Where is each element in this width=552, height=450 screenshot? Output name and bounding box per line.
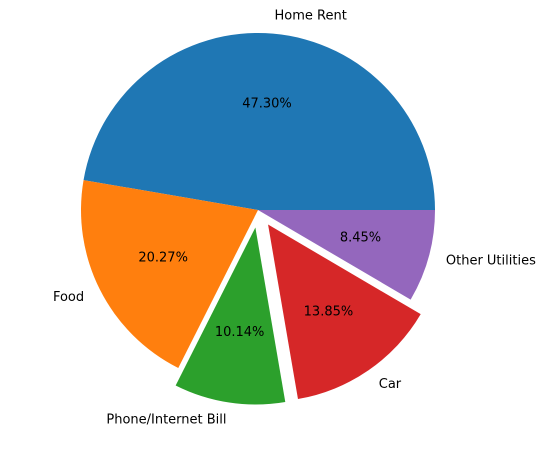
pie-percent-phone-internet-bill: 10.14%: [215, 325, 265, 340]
pie-label-home-rent: Home Rent: [275, 9, 347, 24]
pie-slice-home-rent: [84, 33, 435, 210]
pie-label-other-utilities: Other Utilities: [446, 254, 536, 269]
pie-percent-car: 13.85%: [304, 304, 354, 319]
pie-percent-home-rent: 47.30%: [242, 97, 292, 112]
pie-percent-other-utilities: 8.45%: [340, 230, 381, 245]
pie-slices: [81, 33, 435, 405]
pie-label-car: Car: [379, 377, 402, 392]
pie-label-food: Food: [53, 290, 84, 305]
pie-percent-food: 20.27%: [138, 250, 188, 265]
pie-label-phone-internet-bill: Phone/Internet Bill: [106, 413, 226, 428]
